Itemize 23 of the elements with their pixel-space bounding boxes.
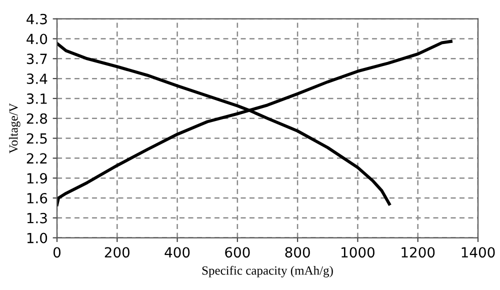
x-tick-label: 0 bbox=[53, 247, 60, 258]
y-tick-label: 1.6 bbox=[27, 192, 48, 204]
y-tick-label: 4.3 bbox=[26, 14, 47, 24]
x-tick-label: 400 bbox=[164, 247, 190, 258]
x-tick-label: 1200 bbox=[402, 247, 435, 258]
x-axis-title: Specific capacity (mAh/g) bbox=[202, 266, 333, 278]
y-tick-label: 1.3 bbox=[27, 212, 47, 224]
y-tick-label: 1.0 bbox=[27, 232, 48, 244]
y-axis-title: Voltage/V bbox=[8, 103, 20, 154]
y-tick-label: 2.2 bbox=[26, 153, 47, 164]
x-tick-label: 800 bbox=[285, 247, 310, 258]
x-tick-label: 200 bbox=[104, 247, 130, 258]
y-tick-label: 4.0 bbox=[26, 34, 48, 44]
y-tick-label: 2.5 bbox=[26, 133, 47, 144]
x-tick-label: 600 bbox=[225, 247, 250, 258]
y-tick-label: 2.8 bbox=[26, 113, 48, 124]
y-tick-label: 1.9 bbox=[27, 173, 47, 184]
x-tick-label: 1000 bbox=[342, 247, 374, 258]
y-tick-label: 3.1 bbox=[26, 93, 47, 104]
line-series bbox=[57, 40, 452, 206]
x-tick-label: 1400 bbox=[462, 247, 495, 258]
y-tick-label: 3.7 bbox=[26, 54, 47, 64]
y-tick-label: 3.4 bbox=[26, 74, 48, 84]
